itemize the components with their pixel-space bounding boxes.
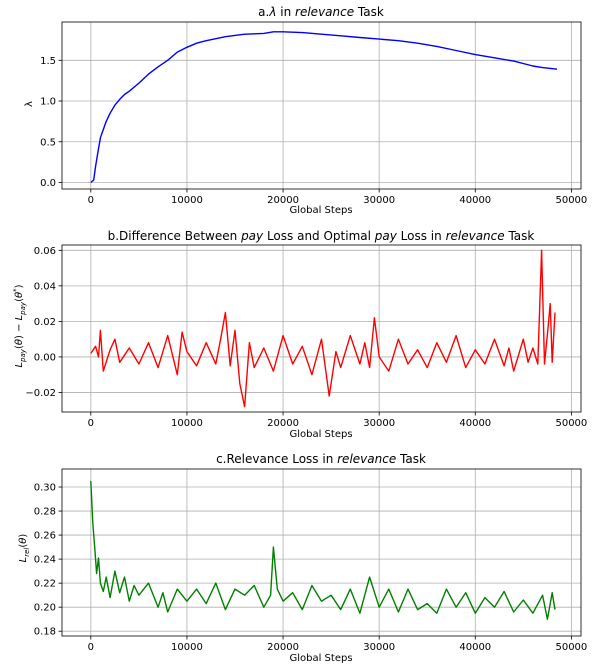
- chart-c-series: [90, 480, 556, 620]
- chart-a: a.λ in relevance Task 0 10000 20000 30000 40…: [24, 5, 587, 216]
- chart-c-ytick-label: 0.26: [34, 531, 56, 542]
- chart-b-xtick-label: 0: [88, 418, 94, 429]
- chart-b-ytick-label: 0.02: [34, 317, 56, 328]
- chart-b-xtick-label: 10000: [171, 418, 203, 429]
- chart-b-xtick-label: 30000: [363, 418, 395, 429]
- chart-a-xlabel: Global Steps: [289, 205, 352, 216]
- chart-a-ytick-label: 0.0: [40, 178, 56, 189]
- chart-a-ytick-label: 1.0: [40, 97, 56, 108]
- chart-c-xtick-label: 30000: [363, 642, 395, 653]
- chart-b-ytick-label: 0.00: [34, 352, 56, 363]
- chart-a-ylabel: λ: [24, 101, 35, 107]
- chart-b-ylabel: Lpay(θ) − Lpay(θ*): [12, 284, 27, 367]
- chart-c-line: [90, 480, 556, 620]
- chart-b-grid: [62, 245, 581, 412]
- chart-a-xtick-label: 40000: [459, 195, 491, 206]
- chart-a-frame: [61, 21, 582, 190]
- chart-c-title: c.Relevance Loss in relevance Task: [216, 452, 426, 466]
- chart-b-xtick-label: 20000: [267, 418, 299, 429]
- chart-b-title: b.Difference Between pay Loss and Optima…: [108, 229, 535, 243]
- chart-c-ytick-label: 0.24: [34, 555, 56, 566]
- chart-a-xtick-label: 30000: [363, 195, 395, 206]
- chart-b-frame: [61, 244, 582, 413]
- chart-a-xtick-label: 10000: [171, 195, 203, 206]
- chart-c-ytick-label: 0.28: [34, 507, 56, 518]
- chart-a-grid: [62, 22, 581, 189]
- chart-a-series: [90, 31, 558, 184]
- chart-c-ytick-label: 0.18: [34, 627, 56, 638]
- chart-c-xlabel: Global Steps: [289, 653, 352, 664]
- chart-c-frame: [61, 468, 582, 637]
- chart-a-ticks: 0 10000 20000 30000 40000 50000 0.0 0.5 1.0 1.5: [40, 56, 587, 206]
- chart-c-ytick-label: 0.22: [34, 579, 56, 590]
- chart-c-xtick-label: 10000: [171, 642, 203, 653]
- chart-b-xlabel: Global Steps: [289, 429, 352, 440]
- chart-c-ytick-label: 0.20: [34, 603, 56, 614]
- chart-a-xtick-label: 20000: [267, 195, 299, 206]
- chart-c-ytick-label: 0.30: [34, 483, 56, 494]
- chart-b: b.Difference Between pay Loss and Optima…: [12, 229, 587, 440]
- chart-c: c.Relevance Loss in relevance Task 0 1000…: [18, 452, 587, 664]
- chart-b-ticks: 0 10000 20000 30000 40000 50000 −0.02 0.00 0.02 0…: [25, 246, 587, 429]
- chart-c-ticks: 0 10000 20000 30000 40000 50000 0.18 0.20 0.22 0.…: [34, 483, 588, 653]
- chart-b-ytick-label: 0.06: [34, 246, 56, 257]
- chart-b-xtick-label: 50000: [555, 418, 587, 429]
- chart-b-series: [90, 249, 556, 408]
- chart-a-xtick-label: 0: [88, 195, 94, 206]
- chart-c-ylabel: Lrel(θ): [18, 534, 31, 563]
- chart-c-xtick-label: 50000: [555, 642, 587, 653]
- chart-b-ytick-label: 0.04: [34, 281, 56, 292]
- chart-a-line: [90, 31, 558, 184]
- chart-c-xtick-label: 0: [88, 642, 94, 653]
- chart-c-xtick-label: 40000: [459, 642, 491, 653]
- chart-b-line: [90, 249, 556, 408]
- chart-c-xtick-label: 20000: [267, 642, 299, 653]
- chart-c-grid: [62, 469, 581, 636]
- chart-a-xtick-label: 50000: [555, 195, 587, 206]
- chart-b-xtick-label: 40000: [459, 418, 491, 429]
- chart-a-ytick-label: 1.5: [40, 56, 56, 67]
- chart-b-ytick-label: −0.02: [25, 388, 56, 399]
- chart-a-title: a.λ in relevance Task: [258, 5, 384, 19]
- chart-a-ytick-label: 0.5: [40, 137, 56, 148]
